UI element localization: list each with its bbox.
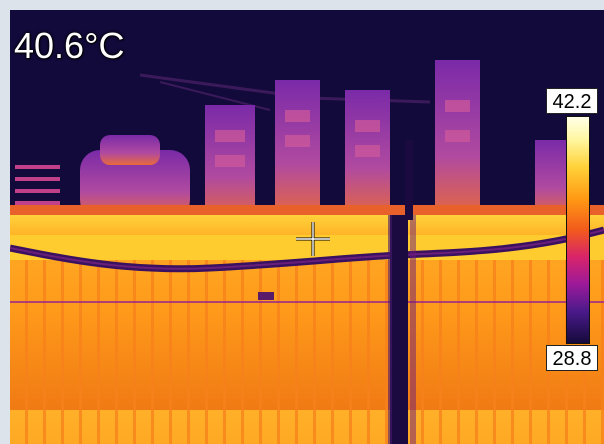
thermal-image [10, 10, 604, 444]
scale-max-label: 42.2 [546, 88, 598, 114]
scale-min-label: 28.8 [546, 345, 598, 371]
crosshair-icon [296, 222, 330, 256]
spot-temperature-readout: 40.6°C [14, 25, 125, 66]
temperature-scale-bar [566, 116, 590, 344]
